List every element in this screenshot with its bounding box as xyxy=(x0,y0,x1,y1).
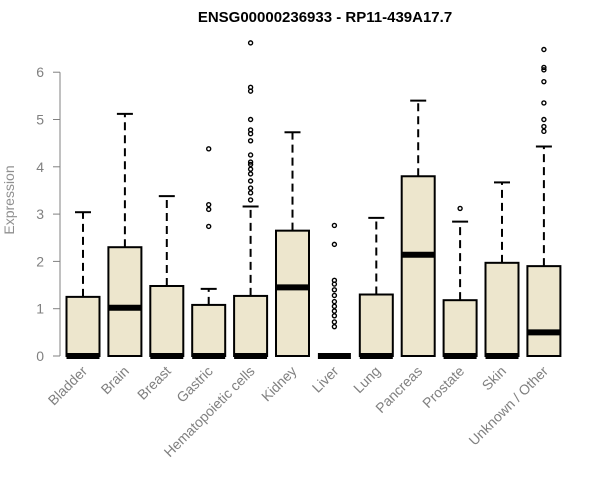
outlier-point xyxy=(541,46,547,53)
box-rect xyxy=(442,299,478,358)
outlier-point xyxy=(247,185,254,191)
y-tick-label: 6 xyxy=(36,64,44,80)
outlier-point xyxy=(247,138,254,144)
box-rect xyxy=(233,294,269,357)
box-rect xyxy=(107,246,143,358)
box-rect xyxy=(526,265,562,358)
outlier-point xyxy=(331,308,338,314)
outlier-point xyxy=(331,277,338,284)
outlier-point xyxy=(331,323,338,330)
x-tick-label: Skin xyxy=(479,363,510,394)
y-axis-label: Expression xyxy=(1,165,17,234)
outlier-point xyxy=(331,222,338,229)
outlier-point xyxy=(331,241,338,248)
box-rect xyxy=(191,303,227,357)
outlier-point xyxy=(541,64,547,71)
outlier-point xyxy=(247,40,254,46)
outlier-point xyxy=(541,116,547,123)
box-unknown-other xyxy=(526,46,562,358)
x-tick-label: Kidney xyxy=(258,363,300,405)
outlier-point xyxy=(541,78,547,85)
box-rect xyxy=(275,229,310,357)
outlier-point xyxy=(541,128,547,135)
outlier-point xyxy=(541,67,547,73)
outlier-point xyxy=(331,319,338,325)
box-breast xyxy=(149,195,185,359)
x-tick-label: Prostate xyxy=(419,363,467,411)
y-axis: 0 1 2 3 4 5 6 xyxy=(36,64,61,364)
box-rect xyxy=(400,175,436,357)
outlier-point xyxy=(247,171,254,177)
box-rect xyxy=(358,293,394,358)
box-liver xyxy=(317,222,351,359)
box-brain xyxy=(107,112,143,358)
box-rect xyxy=(484,261,520,357)
box-hematopoietic-cells xyxy=(233,40,269,359)
outlier-point xyxy=(247,84,254,91)
outlier-point xyxy=(205,223,212,230)
box-prostate xyxy=(442,205,478,359)
box-lung xyxy=(358,216,394,359)
outlier-point xyxy=(331,313,338,319)
outlier-point xyxy=(541,100,547,106)
outlier-point xyxy=(457,205,463,212)
outlier-point xyxy=(205,146,212,152)
x-tick-label: Brain xyxy=(98,363,132,397)
y-tick-label: 0 xyxy=(36,348,44,364)
outlier-point xyxy=(247,161,254,168)
outlier-point xyxy=(541,123,547,130)
y-tick-label: 2 xyxy=(36,253,44,269)
y-tick-label: 1 xyxy=(36,301,44,317)
box-kidney xyxy=(275,131,310,357)
y-tick-label: 3 xyxy=(36,206,44,222)
box-gastric xyxy=(191,146,227,359)
outlier-point xyxy=(247,190,254,196)
outlier-point xyxy=(247,159,254,165)
outlier-point xyxy=(331,287,338,293)
y-tick-label: 4 xyxy=(36,159,44,175)
box-pancreas xyxy=(400,99,436,357)
outlier-point xyxy=(331,303,338,310)
box-bladder xyxy=(65,211,101,359)
outlier-point xyxy=(331,298,338,305)
outlier-point xyxy=(247,178,254,184)
x-tick-label: Liver xyxy=(309,363,342,396)
outlier-point xyxy=(205,201,212,208)
y-tick-label: 5 xyxy=(36,112,44,128)
outlier-point xyxy=(247,152,254,158)
boxes xyxy=(65,40,562,359)
box-skin xyxy=(484,181,520,359)
x-tick-label: Unknown / Other xyxy=(465,363,551,449)
outlier-point xyxy=(247,116,254,123)
x-tick-label: Bladder xyxy=(45,363,91,409)
box-rect xyxy=(149,284,185,357)
outlier-point xyxy=(247,127,254,133)
x-tick-label: Breast xyxy=(134,363,174,403)
box-rect xyxy=(65,295,101,357)
x-tick-label: Pancreas xyxy=(372,363,425,416)
outlier-point xyxy=(247,166,254,172)
outlier-point xyxy=(331,292,338,299)
outlier-point xyxy=(205,206,212,213)
x-tick-label: Lung xyxy=(350,363,383,396)
chart-title: ENSG00000236933 - RP11-439A17.7 xyxy=(198,9,452,26)
outlier-point xyxy=(247,197,254,203)
